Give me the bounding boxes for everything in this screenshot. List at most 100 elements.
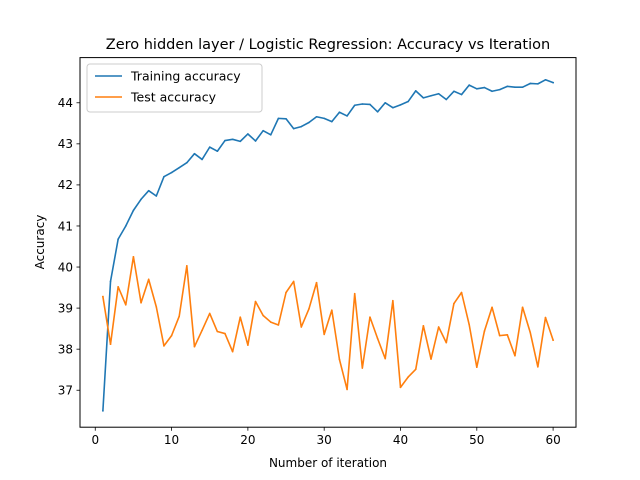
data-point	[399, 104, 402, 106]
plot-area	[79, 57, 577, 428]
x-tick-label: 20	[240, 433, 255, 447]
data-point	[193, 152, 196, 155]
data-point	[544, 78, 547, 81]
data-point	[170, 334, 173, 337]
data-point	[491, 306, 493, 309]
data-point	[361, 367, 364, 369]
data-point	[231, 138, 234, 141]
data-point	[407, 100, 409, 103]
data-point	[124, 225, 127, 227]
data-point	[331, 120, 333, 123]
data-point	[422, 97, 425, 99]
legend-label-test: Test accuracy	[130, 90, 217, 105]
data-point	[300, 125, 303, 128]
data-point	[239, 316, 242, 318]
y-tick-label: 43	[58, 137, 73, 151]
data-point	[506, 334, 509, 336]
series-layer	[101, 78, 555, 412]
data-point	[521, 86, 524, 88]
y-tick-label: 37	[58, 384, 73, 398]
data-point	[521, 306, 524, 309]
data-point	[208, 312, 211, 315]
data-point	[247, 133, 249, 135]
data-point	[514, 354, 516, 357]
data-point	[476, 366, 478, 369]
data-point	[323, 333, 325, 336]
data-point	[216, 330, 219, 333]
data-point	[346, 115, 348, 117]
data-point	[506, 85, 509, 88]
data-point	[529, 82, 532, 85]
data-point	[338, 358, 341, 361]
data-point	[537, 83, 539, 85]
data-point	[231, 350, 234, 353]
series-line-1	[101, 255, 555, 391]
data-point	[552, 339, 554, 341]
data-point	[247, 344, 249, 346]
x-tick-label: 40	[393, 433, 408, 447]
data-point	[269, 321, 272, 323]
data-point	[331, 309, 333, 311]
chart-title: Zero hidden layer / Logistic Regression:…	[106, 37, 550, 53]
data-point	[353, 104, 356, 107]
data-point	[414, 368, 417, 371]
data-point	[498, 334, 501, 337]
data-point	[292, 127, 295, 130]
y-tick-label: 42	[58, 178, 73, 192]
data-point	[491, 90, 493, 93]
data-point	[102, 295, 104, 298]
data-point	[117, 238, 119, 240]
data-point	[430, 358, 432, 360]
data-point	[552, 81, 554, 84]
data-point	[277, 117, 280, 120]
x-tick-label: 50	[469, 433, 484, 447]
data-point	[369, 316, 371, 318]
data-point	[361, 103, 364, 105]
data-point	[254, 140, 257, 142]
data-point	[315, 281, 318, 284]
y-tick-label: 40	[58, 260, 73, 274]
y-axis-label: Accuracy	[33, 215, 47, 270]
data-point	[308, 308, 310, 310]
data-point	[437, 326, 440, 328]
data-point	[178, 315, 180, 318]
data-point	[300, 326, 303, 328]
data-point	[186, 265, 188, 267]
data-point	[163, 345, 165, 347]
data-point	[193, 345, 196, 348]
data-point	[445, 341, 448, 344]
data-point	[239, 140, 242, 143]
y-tick-label: 39	[58, 301, 73, 315]
x-tick-label: 30	[317, 433, 332, 447]
data-point	[384, 357, 387, 360]
data-point	[445, 98, 448, 101]
data-point	[369, 103, 371, 106]
data-point	[285, 117, 287, 120]
data-point	[224, 332, 226, 335]
data-point	[514, 86, 516, 88]
data-point	[346, 388, 348, 391]
data-point	[376, 337, 379, 340]
data-point	[201, 329, 203, 332]
data-point	[407, 376, 409, 378]
data-point	[453, 302, 455, 305]
data-point	[468, 84, 470, 86]
data-point	[437, 92, 440, 95]
y-axis: 37 38 39 40 41 42 43 44	[58, 96, 80, 398]
data-point	[140, 198, 142, 201]
data-point	[155, 195, 158, 197]
data-point	[468, 323, 470, 326]
data-point	[109, 280, 112, 283]
data-point	[170, 171, 173, 174]
data-point	[384, 101, 387, 104]
data-point	[132, 209, 135, 212]
x-tick-label: 60	[545, 433, 560, 447]
data-point	[201, 158, 203, 161]
data-point	[109, 343, 112, 346]
data-point	[376, 111, 379, 113]
data-point	[392, 106, 394, 109]
data-point	[399, 386, 402, 389]
x-axis: 0 10 20 30 40 50 60	[91, 427, 561, 447]
x-tick-label: 10	[164, 433, 179, 447]
data-point	[414, 90, 417, 92]
